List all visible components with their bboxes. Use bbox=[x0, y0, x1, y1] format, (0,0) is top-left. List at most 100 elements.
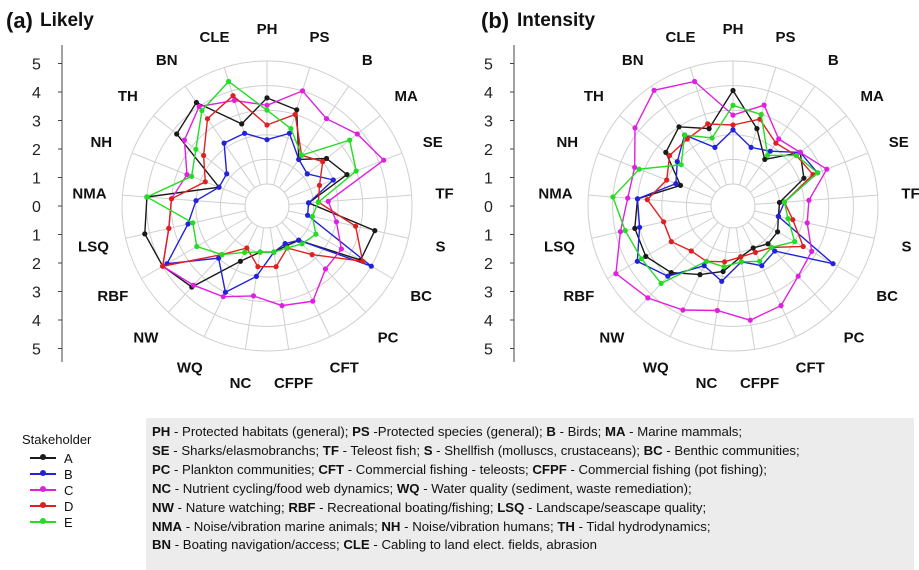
series-line bbox=[165, 132, 372, 294]
data-point bbox=[166, 225, 172, 231]
grid-spoke bbox=[244, 227, 265, 350]
abbreviation-description: - Noise/vibration marine animals; bbox=[182, 518, 382, 534]
abbreviation-code: PC bbox=[152, 461, 171, 477]
scale-label: 4 bbox=[32, 313, 41, 330]
abbreviation-description: - Water quality (sediment, waste remedia… bbox=[419, 480, 692, 496]
data-point bbox=[144, 194, 150, 200]
data-point bbox=[168, 196, 175, 202]
series-line bbox=[636, 128, 834, 283]
abbreviation-code: CFPF bbox=[532, 461, 567, 477]
abbreviation-code: TH bbox=[557, 518, 575, 534]
data-point bbox=[353, 168, 359, 174]
data-point bbox=[680, 307, 686, 313]
abbreviation-line: NMA - Noise/vibration marine animals; NH… bbox=[152, 518, 914, 537]
grid-spoke bbox=[710, 227, 731, 350]
legend-swatch bbox=[30, 454, 56, 460]
data-point bbox=[714, 307, 720, 314]
data-point bbox=[730, 102, 736, 108]
data-point bbox=[299, 241, 305, 247]
data-point bbox=[194, 243, 200, 250]
category-label: NMA bbox=[72, 186, 106, 203]
scale-label: 4 bbox=[484, 85, 493, 102]
data-point bbox=[613, 271, 619, 277]
data-point bbox=[282, 241, 288, 247]
data-point bbox=[668, 270, 674, 276]
legend-swatch bbox=[30, 486, 56, 492]
data-point bbox=[313, 231, 319, 237]
legend-marker bbox=[40, 470, 46, 476]
series-line bbox=[161, 94, 364, 268]
scale-label: 2 bbox=[484, 256, 493, 273]
legend-marker bbox=[40, 518, 46, 524]
data-point bbox=[181, 137, 187, 143]
legend-label: D bbox=[64, 498, 74, 514]
data-point bbox=[762, 156, 768, 162]
data-point bbox=[264, 122, 270, 128]
abbreviation-code: WQ bbox=[396, 480, 420, 496]
abbreviation-line: BN - Boating navigation/access; CLE - Ca… bbox=[152, 536, 914, 555]
abbreviation-key: PH - Protected habitats (general); PS -P… bbox=[146, 418, 914, 570]
data-point bbox=[673, 181, 679, 187]
data-point bbox=[284, 245, 290, 251]
abbreviation-description: - Birds; bbox=[555, 424, 605, 439]
category-label: LSQ bbox=[78, 239, 109, 256]
abbreviation-code: CLE bbox=[343, 537, 370, 553]
data-point bbox=[199, 108, 205, 114]
abbreviation-code: SE bbox=[152, 442, 170, 458]
data-point bbox=[804, 220, 810, 226]
abbreviation-description: - Commercial fishing - teleosts; bbox=[344, 461, 533, 477]
series-c bbox=[613, 78, 830, 323]
data-point bbox=[712, 144, 718, 150]
grid-spoke bbox=[269, 227, 290, 350]
data-point bbox=[323, 116, 330, 122]
abbreviation-code: PS bbox=[352, 424, 370, 439]
data-point bbox=[221, 140, 227, 146]
radar-chart-likely: (a) Likely PH PS B MA SE TF S BC PC CFT CFPF NC WQ NW RB… bbox=[6, 8, 454, 392]
abbreviation-code: TF bbox=[322, 442, 339, 458]
data-point bbox=[320, 159, 326, 165]
abbreviation-line: NW - Nature watching; RBF - Recreational… bbox=[152, 499, 914, 518]
category-label: BN bbox=[622, 52, 644, 69]
series-a bbox=[142, 95, 378, 290]
data-point bbox=[758, 111, 764, 118]
scale-label: 2 bbox=[32, 142, 41, 159]
category-label: RBF bbox=[97, 288, 128, 305]
grid-spoke bbox=[754, 194, 878, 205]
data-point bbox=[651, 87, 657, 93]
data-point bbox=[288, 126, 294, 132]
abbreviation-description: - Nature watching; bbox=[173, 499, 289, 515]
data-point bbox=[323, 155, 330, 162]
data-point bbox=[738, 254, 744, 260]
data-point bbox=[775, 213, 782, 219]
data-point bbox=[748, 144, 754, 150]
data-point bbox=[316, 182, 323, 188]
data-point bbox=[242, 249, 248, 255]
data-point bbox=[721, 264, 727, 270]
abbreviation-description: - Boating navigation/access; bbox=[171, 537, 344, 553]
data-point bbox=[790, 217, 796, 223]
data-point bbox=[778, 303, 784, 309]
abbreviation-line: SE - Sharks/elasmobranchs; TF - Teleost … bbox=[152, 442, 914, 461]
scale-label: 3 bbox=[32, 114, 41, 131]
data-point bbox=[255, 264, 261, 270]
data-point bbox=[185, 221, 191, 227]
data-point bbox=[634, 196, 641, 202]
category-label: NW bbox=[133, 329, 159, 346]
abbreviation-description: - Noise/vibration humans; bbox=[400, 518, 558, 534]
scale-label: 0 bbox=[32, 199, 41, 216]
abbreviation-description: - Tidal hydrodynamics; bbox=[574, 518, 711, 534]
scale-label: 4 bbox=[484, 313, 493, 330]
data-point bbox=[809, 248, 815, 254]
data-point bbox=[617, 229, 624, 235]
abbreviation-line: PC - Plankton communities; CFT - Commerc… bbox=[152, 461, 914, 480]
data-point bbox=[800, 243, 806, 250]
data-point bbox=[299, 88, 306, 94]
grid-spoke bbox=[735, 227, 756, 350]
category-label: SE bbox=[423, 134, 443, 151]
data-point bbox=[174, 131, 180, 137]
grid-spoke bbox=[607, 216, 715, 279]
data-point bbox=[730, 127, 736, 133]
series-line bbox=[615, 80, 828, 321]
abbreviation-description: - Recreational boating/fishing; bbox=[315, 499, 498, 515]
